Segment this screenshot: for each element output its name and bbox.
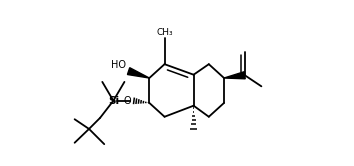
Text: HO: HO [112, 60, 126, 70]
Polygon shape [224, 72, 245, 79]
Text: Si: Si [108, 96, 119, 106]
Text: O: O [124, 96, 131, 106]
Text: CH₃: CH₃ [156, 28, 173, 37]
Polygon shape [127, 68, 149, 78]
